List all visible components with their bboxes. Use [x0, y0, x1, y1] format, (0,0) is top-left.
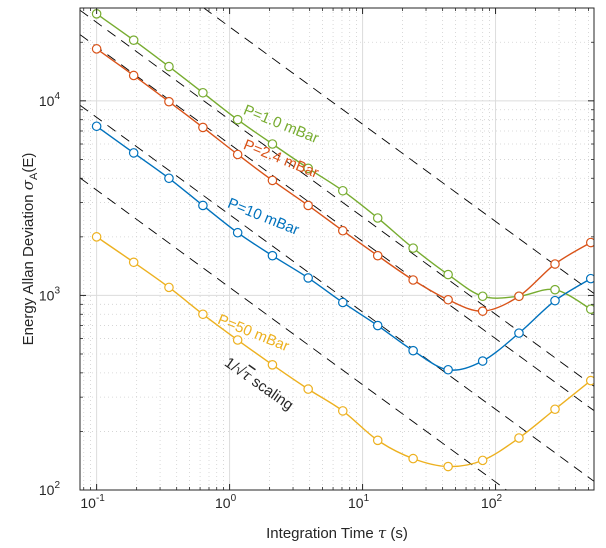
reference-line — [80, 177, 508, 490]
series-2-point-5 — [267, 250, 278, 261]
y-tick-label: 102 — [39, 480, 61, 498]
series-2-point-2 — [164, 173, 174, 184]
series-3-point-3 — [198, 309, 208, 320]
series-1-point-11 — [477, 306, 488, 316]
series-3-point-6 — [303, 384, 313, 394]
plot-area — [80, 8, 594, 490]
series-0-point-10 — [443, 269, 453, 280]
plot-frame — [79, 7, 595, 491]
series-1-point-14 — [585, 237, 594, 248]
y-tick-label: 103 — [39, 285, 61, 303]
reference-line — [80, 34, 594, 411]
series-3-point-13 — [550, 404, 560, 415]
series-2-point-1 — [128, 148, 139, 158]
series-3-point-0 — [91, 232, 102, 242]
series-1-point-6 — [303, 200, 313, 211]
x-axis-label: Integration Time τ (s) — [266, 524, 408, 542]
series-2-point-11 — [477, 356, 488, 366]
series-3-point-5 — [267, 359, 278, 370]
series-1-point-5 — [267, 175, 278, 186]
series-3-point-7 — [337, 406, 348, 416]
series-3-point-14 — [585, 375, 594, 386]
x-tick-label: 10-1 — [80, 493, 105, 511]
series-2-point-9 — [408, 345, 418, 356]
series-1-point-8 — [372, 250, 383, 261]
reference-line — [80, 104, 594, 482]
series-0-point-4 — [232, 114, 243, 125]
reference-lines — [80, 8, 594, 490]
series-3-point-2 — [164, 282, 174, 293]
series-1-point-12 — [514, 291, 524, 302]
y-tick-label: 104 — [39, 91, 61, 109]
series-3-point-1 — [128, 257, 139, 268]
series-1-point-7 — [337, 225, 348, 236]
series-1-point-0 — [91, 44, 102, 54]
series-0-point-8 — [372, 213, 383, 223]
series-0-point-2 — [164, 61, 174, 72]
series-1-point-2 — [164, 96, 174, 107]
plot-background — [80, 8, 594, 490]
series-2-point-4 — [232, 227, 243, 238]
series-2-point-7 — [337, 297, 348, 308]
reference-line — [80, 9, 594, 387]
x-tick-label: 100 — [215, 493, 237, 511]
series-2-point-8 — [372, 320, 383, 331]
series-1-point-3 — [198, 122, 208, 133]
series-0-point-6 — [303, 163, 313, 174]
series-2-point-10 — [443, 364, 453, 375]
axis-ticks — [80, 8, 594, 491]
series-2-point-6 — [303, 273, 313, 283]
series-1-point-10 — [443, 294, 453, 305]
series-2-point-14 — [585, 273, 594, 284]
series-0-point-5 — [267, 139, 278, 149]
series-3-point-9 — [408, 453, 418, 464]
series-2-point-12 — [514, 328, 524, 338]
reference-line — [203, 8, 594, 294]
series-0-point-1 — [128, 35, 139, 45]
tick-labels: 10-1 100 101 102 102 103 104 — [39, 91, 503, 511]
x-tick-label: 102 — [481, 493, 503, 511]
minor-grid — [80, 8, 594, 490]
series-3-point-10 — [443, 461, 453, 472]
series-2-point-3 — [198, 200, 208, 211]
y-axis-label: Energy Allan Deviation σA(E) — [19, 153, 40, 346]
series-0-point-11 — [477, 291, 488, 302]
series-1-point-9 — [408, 275, 418, 285]
series-points — [91, 9, 594, 472]
series-0-point-3 — [198, 87, 208, 98]
series-0-point-14 — [585, 304, 594, 314]
series-3-point-8 — [372, 435, 383, 446]
series-3-point-11 — [477, 455, 488, 466]
series-3-point-12 — [514, 433, 524, 443]
series-1-point-13 — [550, 259, 560, 269]
series-2-point-0 — [91, 121, 102, 132]
series-2-point-13 — [550, 295, 560, 306]
series-0-point-9 — [408, 243, 418, 253]
series-1-point-1 — [128, 70, 139, 81]
series-0-point-13 — [550, 284, 560, 295]
series-3-point-4 — [232, 335, 243, 345]
series-0-point-7 — [337, 185, 348, 196]
series-1-point-4 — [232, 149, 243, 160]
x-tick-label: 101 — [348, 493, 370, 511]
